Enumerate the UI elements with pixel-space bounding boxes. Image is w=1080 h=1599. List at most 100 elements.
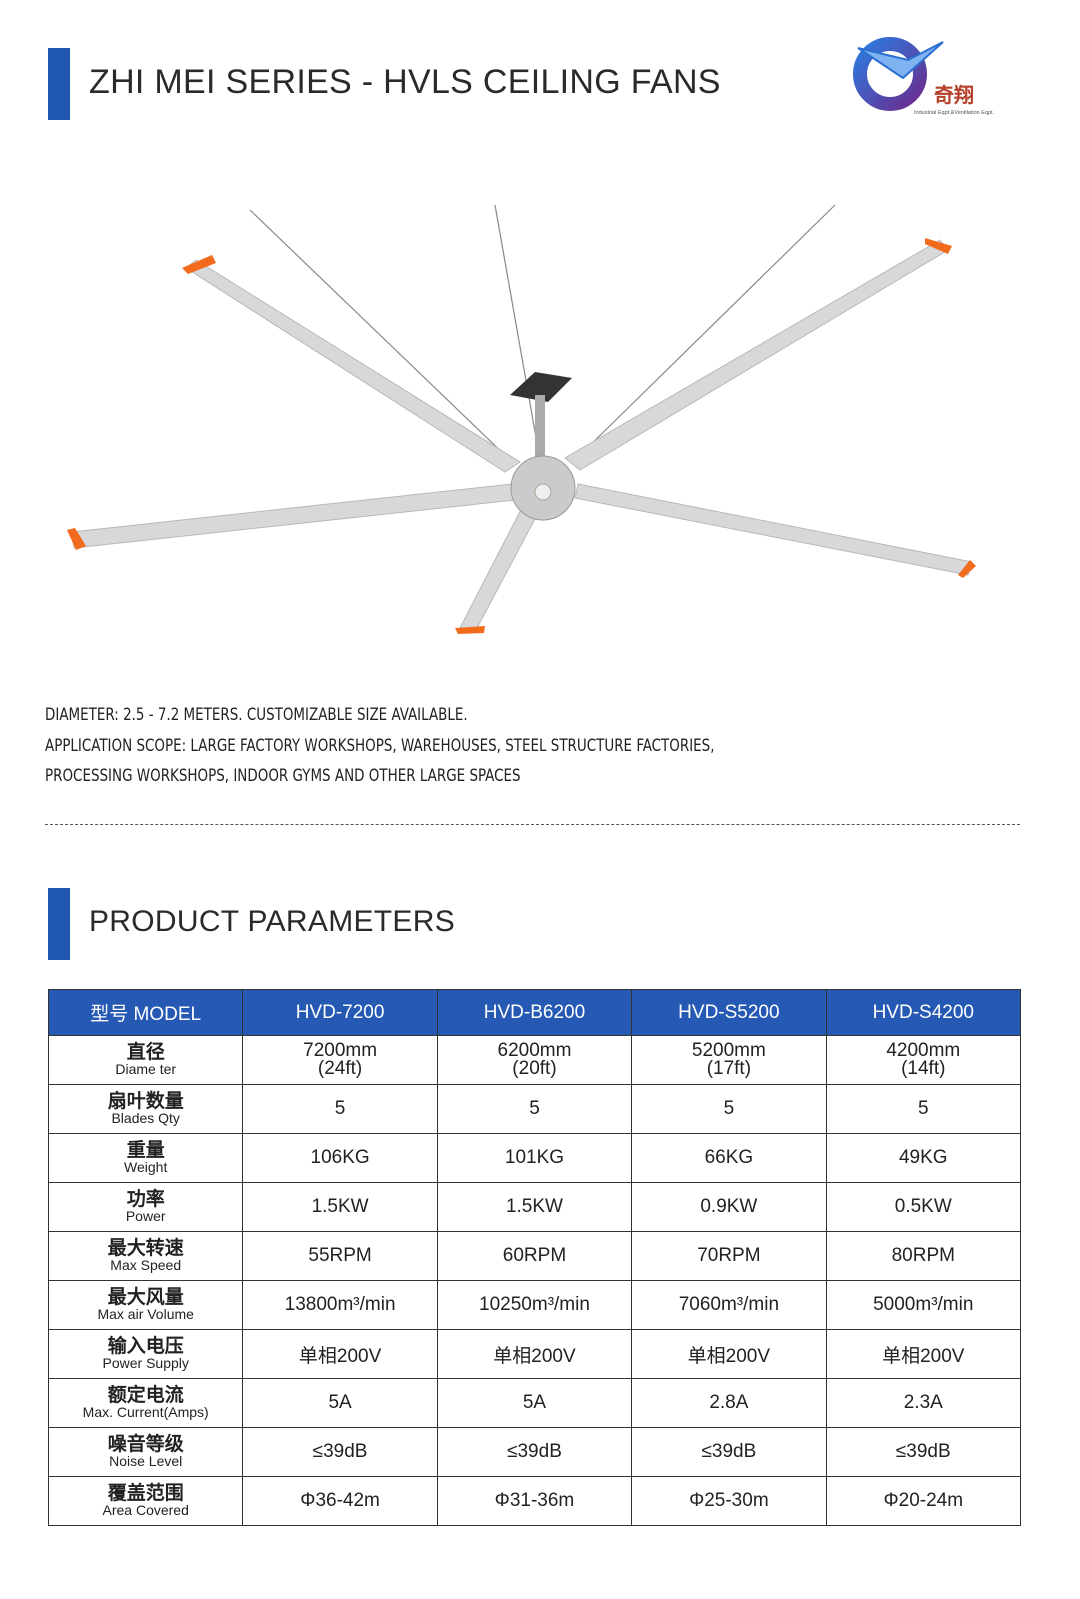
table-cell: ≤39dB <box>631 1427 827 1477</box>
table-cell: 5 <box>631 1084 827 1134</box>
row-label: 最大风量 Max air Volume <box>47 1280 244 1330</box>
row-label-en: Max air Volume <box>97 1306 194 1322</box>
row-label: 功率 Power <box>47 1182 244 1232</box>
row-label-en: Max. Current(Amps) <box>82 1404 209 1420</box>
description-line: DIAMETER: 2.5 - 7.2 METERS. CUSTOMIZABLE… <box>45 705 468 725</box>
table-cell: 单相200V <box>242 1329 438 1379</box>
table-cell: 单相200V <box>436 1329 633 1379</box>
header-model-name: HVD-S5200 <box>631 989 827 1036</box>
cell-line: (14ft) <box>901 1058 946 1079</box>
row-label-cn: 最大转速 <box>107 1238 184 1259</box>
cell-line: (20ft) <box>512 1058 557 1079</box>
svg-text:Industrial Eqpt.&Ventilation E: Industrial Eqpt.&Ventilation Eqpt. <box>914 110 995 116</box>
row-label: 额定电流 Max. Current(Amps) <box>47 1378 244 1428</box>
table-cell: 1.5KW <box>242 1182 438 1232</box>
table-cell: 5200mm (17ft) <box>631 1035 827 1085</box>
section-title: PRODUCT PARAMETERS <box>89 905 456 938</box>
table-cell: ≤39dB <box>242 1427 438 1477</box>
fan-product-image <box>0 190 1080 650</box>
row-label: 直径 Diame ter <box>47 1035 244 1085</box>
header-model-name: HVD-7200 <box>242 989 438 1036</box>
table-row: 功率 Power 1.5KW 1.5KW 0.9KW 0.5KW <box>47 1182 1022 1232</box>
row-label-cn: 重量 <box>126 1140 165 1161</box>
table-cell: 13800m³/min <box>242 1280 438 1330</box>
cell-line: (17ft) <box>706 1058 752 1079</box>
table-cell: 10250m³/min <box>436 1280 633 1330</box>
table-row: 覆盖范围 Area Covered Φ36-42m Φ31-36m Φ25-30m Φ20… <box>47 1476 1022 1526</box>
row-label-cn: 输入电压 <box>107 1336 184 1357</box>
row-label: 输入电压 Power Supply <box>47 1329 244 1379</box>
row-label-cn: 直径 <box>126 1042 165 1063</box>
header-model-name: HVD-B6200 <box>436 989 633 1036</box>
row-label-en: Area Covered <box>102 1502 189 1518</box>
table-row: 扇叶数量 Blades Qty 5 5 5 5 <box>47 1084 1022 1134</box>
brand-logo: 奇翔 Industrial Eqpt.&Ventilation Eqpt. <box>848 30 1028 120</box>
row-label-cn: 额定电流 <box>107 1385 184 1406</box>
table-row: 重量 Weight 106KG 101KG 66KG 49KG <box>47 1133 1022 1183</box>
table-cell: 70RPM <box>631 1231 827 1281</box>
cell-line: 7200mm <box>303 1040 378 1061</box>
row-label-en: Power <box>125 1208 166 1224</box>
description-line: APPLICATION SCOPE: LARGE FACTORY WORKSHO… <box>45 735 715 756</box>
table-cell: 5A <box>436 1378 633 1428</box>
row-label: 噪音等级 Noise Level <box>47 1427 244 1477</box>
header-model-name: HVD-S4200 <box>825 989 1022 1036</box>
row-label: 覆盖范围 Area Covered <box>47 1476 244 1526</box>
row-label-en: Noise Level <box>109 1453 183 1469</box>
table-row: 输入电压 Power Supply 单相200V 单相200V 单相200V 单相200V <box>47 1329 1022 1379</box>
table-cell: 5 <box>436 1084 633 1134</box>
description-line: PROCESSING WORKSHOPS, INDOOR GYMS AND OT… <box>45 766 521 786</box>
table-cell: 101KG <box>436 1133 633 1183</box>
page-title: ZHI MEI SERIES - HVLS CEILING FANS <box>89 63 721 101</box>
table-cell: 4200mm (14ft) <box>825 1035 1022 1085</box>
row-label: 扇叶数量 Blades Qty <box>47 1084 244 1134</box>
title-accent-bar <box>48 48 70 120</box>
table-cell: 80RPM <box>825 1231 1022 1281</box>
table-cell: 7060m³/min <box>631 1280 827 1330</box>
table-header-row: 型号 MODEL HVD-7200 HVD-B6200 HVD-S5200 HVD-S4… <box>47 989 1022 1036</box>
table-row: 直径 Diame ter 7200mm (24ft) 6200mm (20ft) 5200m… <box>47 1035 1022 1085</box>
table-cell: Φ31-36m <box>436 1476 633 1526</box>
table-cell: 单相200V <box>825 1329 1022 1379</box>
cell-line: 6200mm <box>497 1040 572 1061</box>
table-cell: 2.3A <box>825 1378 1022 1428</box>
table-cell: 55RPM <box>242 1231 438 1281</box>
table-cell: Φ20-24m <box>825 1476 1022 1526</box>
table-cell: Φ36-42m <box>242 1476 438 1526</box>
row-label-cn: 噪音等级 <box>107 1434 184 1455</box>
table-cell: 0.5KW <box>825 1182 1022 1232</box>
header-model: 型号 MODEL <box>47 989 244 1036</box>
table-cell: 单相200V <box>631 1329 827 1379</box>
table-cell: 2.8A <box>631 1378 827 1428</box>
row-label-cn: 最大风量 <box>107 1287 184 1308</box>
table-cell: Φ25-30m <box>631 1476 827 1526</box>
table-cell: 5 <box>825 1084 1022 1134</box>
row-label: 最大转速 Max Speed <box>47 1231 244 1281</box>
table-row: 最大风量 Max air Volume 13800m³/min 10250m³/min… <box>47 1280 1022 1330</box>
cell-line: 5200mm <box>691 1040 766 1061</box>
row-label-cn: 扇叶数量 <box>107 1091 184 1112</box>
table-cell: 0.9KW <box>631 1182 827 1232</box>
table-cell: 5A <box>242 1378 438 1428</box>
section-divider <box>45 824 1020 825</box>
row-label-en: Weight <box>124 1159 168 1175</box>
table-cell: ≤39dB <box>825 1427 1022 1477</box>
row-label-en: Max Speed <box>110 1257 182 1273</box>
row-label-en: Blades Qty <box>111 1110 180 1126</box>
parameters-table: 型号 MODEL HVD-7200 HVD-B6200 HVD-S5200 HVD-S4… <box>47 989 1022 1526</box>
svg-text:奇翔: 奇翔 <box>934 83 974 107</box>
table-row: 噪音等级 Noise Level ≤39dB ≤39dB ≤39dB ≤39dB <box>47 1427 1022 1477</box>
table-cell: 6200mm (20ft) <box>436 1035 633 1085</box>
cell-line: 4200mm <box>886 1040 961 1061</box>
cell-line: (24ft) <box>317 1058 363 1079</box>
table-cell: 60RPM <box>436 1231 633 1281</box>
product-description: DIAMETER: 2.5 - 7.2 METERS. CUSTOMIZABLE… <box>45 700 715 792</box>
table-row: 最大转速 Max Speed 55RPM 60RPM 70RPM 80RPM <box>47 1231 1022 1281</box>
table-cell: 7200mm (24ft) <box>242 1035 438 1085</box>
row-label: 重量 Weight <box>47 1133 244 1183</box>
section-accent-bar <box>48 888 70 960</box>
table-cell: ≤39dB <box>436 1427 633 1477</box>
table-cell: 5000m³/min <box>825 1280 1022 1330</box>
table-cell: 49KG <box>825 1133 1022 1183</box>
row-label-cn: 功率 <box>126 1189 165 1210</box>
